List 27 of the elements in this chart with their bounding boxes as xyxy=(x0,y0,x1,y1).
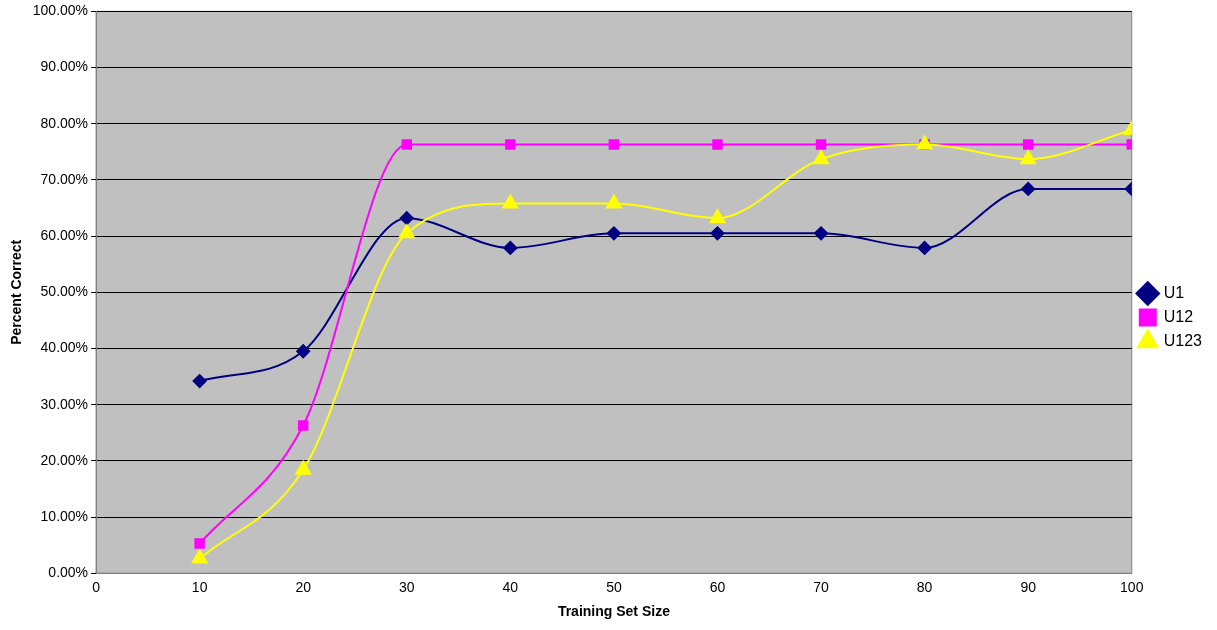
x-tick-label: 0 xyxy=(92,579,101,596)
y-tick-label: 100.00% xyxy=(32,2,89,19)
y-axis-title: Percent Correct xyxy=(8,239,25,345)
legend-label: U1 xyxy=(1163,283,1185,301)
x-tick-label: 70 xyxy=(813,579,830,596)
x-axis-title: Training Set Size xyxy=(557,603,671,620)
x-tick-label: 90 xyxy=(1020,579,1037,596)
legend-label: U12 xyxy=(1163,307,1194,325)
y-tick-label: 80.00% xyxy=(40,114,89,131)
x-tick-label: 10 xyxy=(191,579,208,596)
y-tick-label: 90.00% xyxy=(40,58,89,75)
y-tick-label: 10.00% xyxy=(40,507,89,524)
y-tick-label: 0.00% xyxy=(48,564,89,581)
y-tick-label: 50.00% xyxy=(40,283,89,300)
x-tick-label: 80 xyxy=(916,579,933,596)
y-tick-label: 30.00% xyxy=(40,395,89,412)
y-tick-label: 40.00% xyxy=(40,339,89,356)
y-tick-label: 60.00% xyxy=(40,226,89,243)
y-tick-label: 70.00% xyxy=(40,170,89,187)
legend-label: U123 xyxy=(1163,331,1203,349)
x-tick-label: 40 xyxy=(502,579,519,596)
x-tick-label: 100 xyxy=(1120,579,1144,596)
x-tick-label: 50 xyxy=(606,579,622,596)
x-tick-label: 30 xyxy=(398,579,415,596)
y-tick-label: 20.00% xyxy=(40,451,89,468)
x-tick-label: 60 xyxy=(709,579,726,596)
x-tick-label: 20 xyxy=(295,579,312,596)
